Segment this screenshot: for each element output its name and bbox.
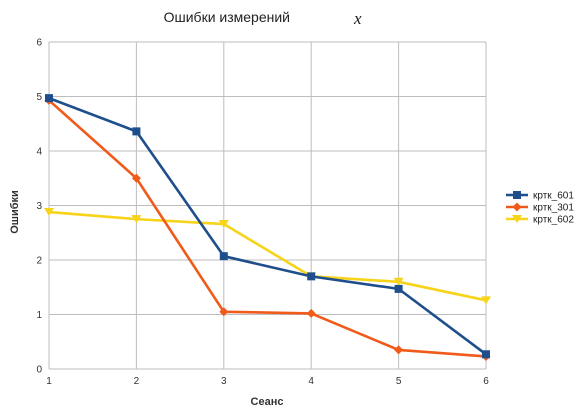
series-line xyxy=(48,96,487,356)
data-point xyxy=(306,308,316,318)
chart-title: Ошибки измерений xyxy=(164,9,290,25)
legend-label: кртк_602 xyxy=(533,215,574,226)
x-tick-label: 2 xyxy=(134,376,140,387)
data-point xyxy=(219,252,228,261)
legend-item: кртк_601 xyxy=(506,191,574,202)
series-кртк_602 xyxy=(44,208,491,305)
y-axis-label: Ошибки xyxy=(9,190,21,234)
data-point xyxy=(44,208,54,217)
data-point xyxy=(45,94,53,103)
x-axis-label: Сеанс xyxy=(251,396,284,408)
x-tick-label: 1 xyxy=(46,376,52,387)
data-point xyxy=(219,307,229,317)
x-axis-ticks: 1 2 3 4 5 6 xyxy=(46,376,489,387)
x-tick-label: 5 xyxy=(396,376,402,387)
data-point xyxy=(131,173,141,183)
legend-swatch-marker xyxy=(513,191,521,199)
data-point xyxy=(218,220,229,229)
y-tick-label: 0 xyxy=(36,365,42,376)
data-point xyxy=(394,284,403,293)
legend-label: кртк_601 xyxy=(533,191,574,202)
legend-swatch-marker xyxy=(512,215,522,223)
series-layer xyxy=(44,94,491,361)
data-point xyxy=(482,350,490,359)
legend-item: кртк_602 xyxy=(506,215,574,226)
data-point xyxy=(394,345,404,355)
series-line xyxy=(48,99,487,358)
x-tick-label: 6 xyxy=(483,376,489,387)
y-tick-label: 4 xyxy=(36,147,42,158)
data-point xyxy=(393,277,404,286)
data-point xyxy=(132,127,141,136)
legend-swatch-marker xyxy=(512,202,522,212)
data-point xyxy=(307,272,316,281)
data-point xyxy=(131,215,142,224)
x-tick-label: 3 xyxy=(221,376,227,387)
data-point xyxy=(481,296,491,305)
x-tick-label: 4 xyxy=(308,376,314,387)
y-tick-label: 1 xyxy=(36,310,42,321)
chart-title-variable: x xyxy=(353,9,362,28)
y-tick-label: 3 xyxy=(36,201,42,212)
y-tick-label: 5 xyxy=(36,92,42,103)
legend-label: кртк_301 xyxy=(533,203,574,214)
y-tick-label: 6 xyxy=(36,38,42,49)
series-кртк_301 xyxy=(44,95,491,361)
series-кртк_601 xyxy=(45,94,490,359)
y-axis-ticks: 0 1 2 3 4 5 6 xyxy=(36,38,42,376)
y-tick-label: 2 xyxy=(36,256,42,267)
grid xyxy=(48,41,487,370)
series-line xyxy=(48,210,487,302)
legend-item: кртк_301 xyxy=(506,202,574,214)
